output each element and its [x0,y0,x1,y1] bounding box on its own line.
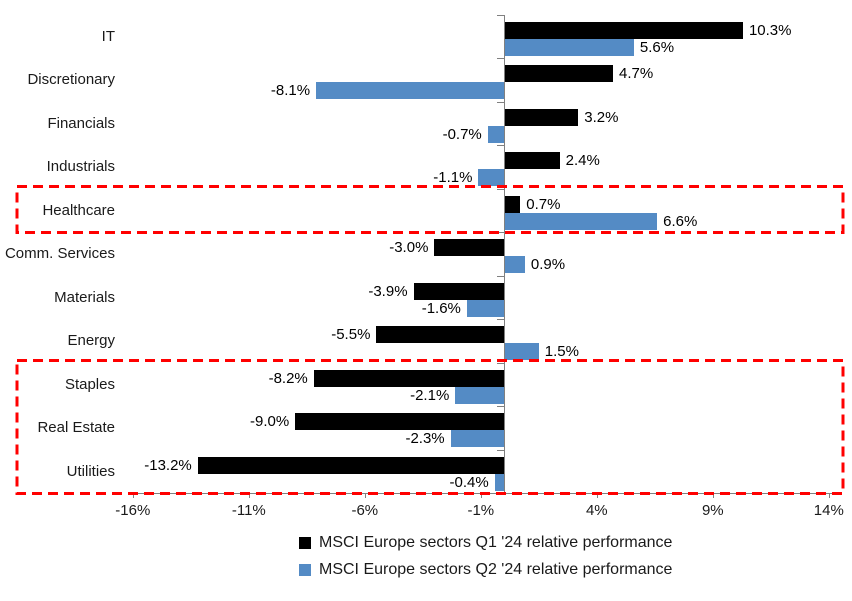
bar-q2-it [504,38,634,56]
value-label-q2-materials: -1.6% [421,299,461,317]
bar-q2-energy [504,343,539,360]
value-label-q1-industrials: 2.4% [565,152,600,169]
category-axis-tick [497,449,504,451]
category-label-financials: Financials [47,114,115,132]
legend: MSCI Europe sectors Q1 '24 relative perf… [299,533,672,579]
value-label-q2-staples: -2.1% [410,386,450,404]
category-label-energy: Energy [67,332,115,350]
bar-q1-comm-services [434,239,504,256]
x-axis-tick-6 [364,493,366,498]
category-axis-tick [497,145,504,146]
x-axis-tick-14 [828,493,830,498]
category-axis-tick [497,101,504,103]
value-label-q1-it: 10.3% [748,21,792,39]
value-label-q1-utilities: -13.2% [144,456,192,474]
bar-q1-industrials [504,152,560,169]
value-label-q2-comm-services: 0.9% [530,256,566,273]
bar-q2-financials [487,125,504,143]
value-label-q2-it: 5.6% [639,38,675,56]
legend-item-q2: MSCI Europe sectors Q2 '24 relative perf… [299,560,672,579]
category-axis-tick [497,406,504,407]
category-axis-tick [497,58,504,59]
legend-marker-q1-icon [299,536,311,549]
bar-q2-utilities [494,473,504,491]
x-tick-label-1: -1% [467,502,495,519]
x-axis-tick-16 [132,493,134,498]
value-label-q1-discretionary: 4.7% [619,65,654,82]
legend-label-q2: MSCI Europe sectors Q2 '24 relative perf… [319,560,673,578]
x-axis-line [130,493,837,494]
x-tick-label-16: -16% [115,502,151,519]
category-axis-tick [497,319,504,320]
category-label-it: IT [101,27,115,45]
bar-q2-healthcare [504,212,658,230]
x-tick-label-4: 4% [585,502,608,519]
bar-q2-discretionary [316,82,504,99]
bar-q2-staples [455,386,504,404]
category-label-real-estate: Real Estate [37,419,115,437]
category-axis-tick [497,14,504,16]
bar-q1-discretionary [504,65,614,82]
category-axis-tick [497,493,504,494]
category-axis-tick [497,188,504,190]
category-label-healthcare: Healthcare [42,201,115,219]
category-axis-line [504,14,505,493]
value-label-q2-energy: 1.5% [544,343,579,360]
category-axis-tick [497,275,504,277]
legend-marker-q2-icon [299,563,311,576]
bar-q1-it [504,21,743,39]
value-label-q2-financials: -0.7% [442,125,482,143]
bar-q2-industrials [478,169,504,186]
bar-q2-materials [466,299,504,317]
x-axis-tick-4 [596,493,598,498]
x-axis-tick-9 [712,493,714,498]
x-tick-label-14: 14% [813,502,844,519]
category-axis-tick [497,362,504,364]
value-label-q2-industrials: -1.1% [433,169,473,186]
category-label-discretionary: Discretionary [27,71,115,89]
value-label-q2-healthcare: 6.6% [663,212,698,230]
bar-q1-energy [376,326,504,343]
value-label-q1-healthcare: 0.7% [526,195,561,213]
value-label-q1-comm-services: -3.0% [389,239,429,256]
category-label-industrials: Industrials [46,158,115,176]
bar-q1-staples [313,369,504,387]
bar-q1-healthcare [504,195,521,213]
value-label-q2-discretionary: -8.1% [270,82,311,99]
x-axis-tick-11 [248,493,250,498]
bar-q1-materials [413,282,504,300]
x-tick-label-11: -11% [231,502,266,519]
value-label-q1-real-estate: -9.0% [250,413,290,430]
value-label-q1-staples: -8.2% [268,369,308,387]
value-label-q2-real-estate: -2.3% [405,430,445,447]
x-tick-label-9: 9% [701,502,724,519]
category-label-comm-services: Comm. Services [4,245,115,263]
category-label-materials: Materials [54,288,115,306]
bar-q1-real-estate [295,413,504,430]
value-label-q1-materials: -3.9% [368,282,408,300]
legend-item-q1: MSCI Europe sectors Q1 '24 relative perf… [299,533,672,552]
bar-q1-financials [504,108,579,126]
value-label-q1-financials: 3.2% [584,108,619,126]
category-label-staples: Staples [64,375,115,393]
legend-label-q1: MSCI Europe sectors Q1 '24 relative perf… [319,533,673,551]
bar-q2-comm-services [504,256,525,273]
bar-q1-utilities [197,456,504,474]
value-label-q2-utilities: -0.4% [449,473,489,491]
category-label-utilities: Utilities [66,462,115,480]
highlight-box-healthcare [15,185,845,234]
x-axis-tick-1 [480,493,482,498]
bar-q2-real-estate [450,430,504,447]
x-tick-label-6: -6% [351,502,379,519]
category-axis-tick [497,232,504,233]
value-label-q1-energy: -5.5% [331,326,371,343]
